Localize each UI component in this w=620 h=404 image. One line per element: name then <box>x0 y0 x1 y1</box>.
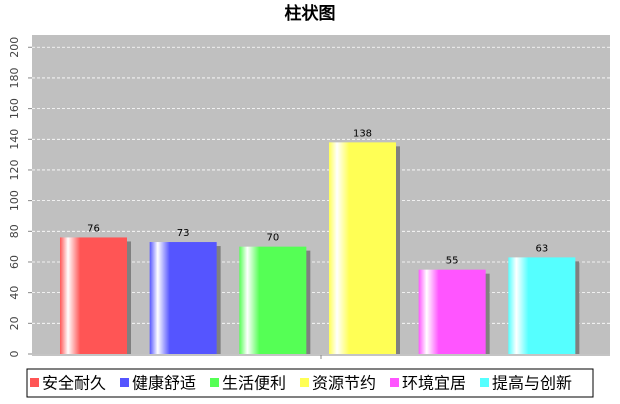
y-tick-label: 0 <box>8 351 21 358</box>
bar <box>149 242 217 354</box>
y-tick-label: 180 <box>8 67 21 88</box>
bar <box>329 142 396 354</box>
legend-swatch <box>30 378 39 387</box>
bar <box>60 237 127 354</box>
value-label: 76 <box>87 223 100 234</box>
bar <box>239 246 307 354</box>
value-label: 73 <box>177 228 190 239</box>
y-tick-label: 140 <box>8 129 21 150</box>
legend-label: 提高与创新 <box>492 374 572 393</box>
legend-swatch <box>120 378 129 387</box>
y-tick-label: 120 <box>8 159 21 180</box>
legend-label: 生活便利 <box>222 374 286 393</box>
y-tick-label: 200 <box>8 37 21 58</box>
value-label: 70 <box>266 233 279 244</box>
legend-label: 安全耐久 <box>42 374 106 393</box>
y-tick-label: 100 <box>8 190 21 211</box>
value-label: 55 <box>446 256 459 267</box>
y-tick-label: 80 <box>8 224 21 238</box>
legend-label: 健康舒适 <box>132 374 196 393</box>
legend-swatch <box>390 378 399 387</box>
y-tick-label: 160 <box>8 98 21 119</box>
y-tick-label: 20 <box>8 316 21 330</box>
bar <box>418 269 486 354</box>
legend-swatch <box>300 378 309 387</box>
y-tick-label: 60 <box>8 255 21 269</box>
value-label: 63 <box>535 243 548 254</box>
y-tick-label: 40 <box>8 286 21 300</box>
value-label: 138 <box>353 128 372 139</box>
legend-label: 资源节约 <box>312 374 376 393</box>
chart-title: 柱状图 <box>285 3 336 24</box>
legend-label: 环境宜居 <box>402 374 466 393</box>
bar <box>508 257 576 354</box>
legend-swatch <box>210 378 219 387</box>
legend-swatch <box>480 378 489 387</box>
